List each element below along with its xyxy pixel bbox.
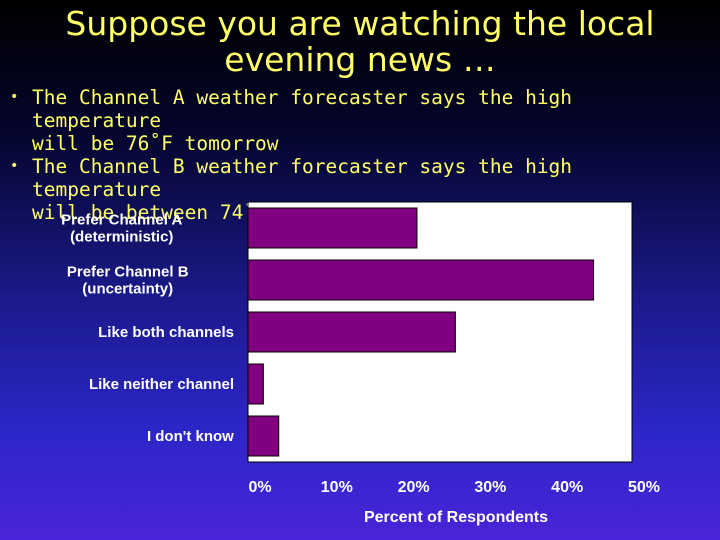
category-label-line: (uncertainty)	[82, 281, 173, 298]
bullet-item-channel-a: • The Channel A weather forecaster says …	[10, 86, 710, 155]
bar-1	[247, 259, 595, 301]
bullet-text-line: The Channel A weather forecaster says th…	[32, 86, 573, 132]
category-label-line: Like neither channel	[89, 376, 234, 393]
x-tick-label-1: 10%	[321, 479, 353, 496]
title-line-2: evening news …	[224, 40, 496, 79]
bullet-dot-icon: •	[10, 158, 19, 174]
category-label-line: Like both channels	[98, 324, 234, 341]
bar-0	[247, 207, 418, 249]
bullet-text-line: will be 76˚F tomorrow	[32, 132, 279, 155]
category-label-3: Like neither channel	[89, 376, 234, 393]
category-label-1: Prefer Channel B (uncertainty)	[67, 264, 189, 298]
x-tick-label-5: 50%	[628, 479, 660, 496]
category-label-line: Prefer Channel A	[61, 212, 182, 229]
bullet-dot-icon: •	[10, 89, 19, 105]
x-tick-label-2: 20%	[398, 479, 430, 496]
bar-3	[247, 363, 264, 405]
category-label-line: (deterministic)	[70, 229, 173, 246]
category-label-line: I don't know	[147, 428, 234, 445]
category-label-4: I don't know	[147, 428, 234, 445]
slide-title: Suppose you are watching the local eveni…	[0, 6, 720, 78]
title-line-1: Suppose you are watching the local	[65, 4, 655, 43]
bullet-text-line: The Channel B weather forecaster says th…	[32, 155, 573, 201]
category-label-0: Prefer Channel A (deterministic)	[61, 212, 182, 246]
x-tick-label-3: 30%	[474, 479, 506, 496]
category-label-2: Like both channels	[98, 324, 234, 341]
category-label-line: Prefer Channel B	[67, 264, 189, 281]
x-axis-title: Percent of Respondents	[364, 509, 548, 526]
x-tick-label-0: 0%	[248, 479, 271, 496]
x-tick-label-4: 40%	[551, 479, 583, 496]
bar-4	[247, 415, 280, 457]
bar-2	[247, 311, 456, 353]
